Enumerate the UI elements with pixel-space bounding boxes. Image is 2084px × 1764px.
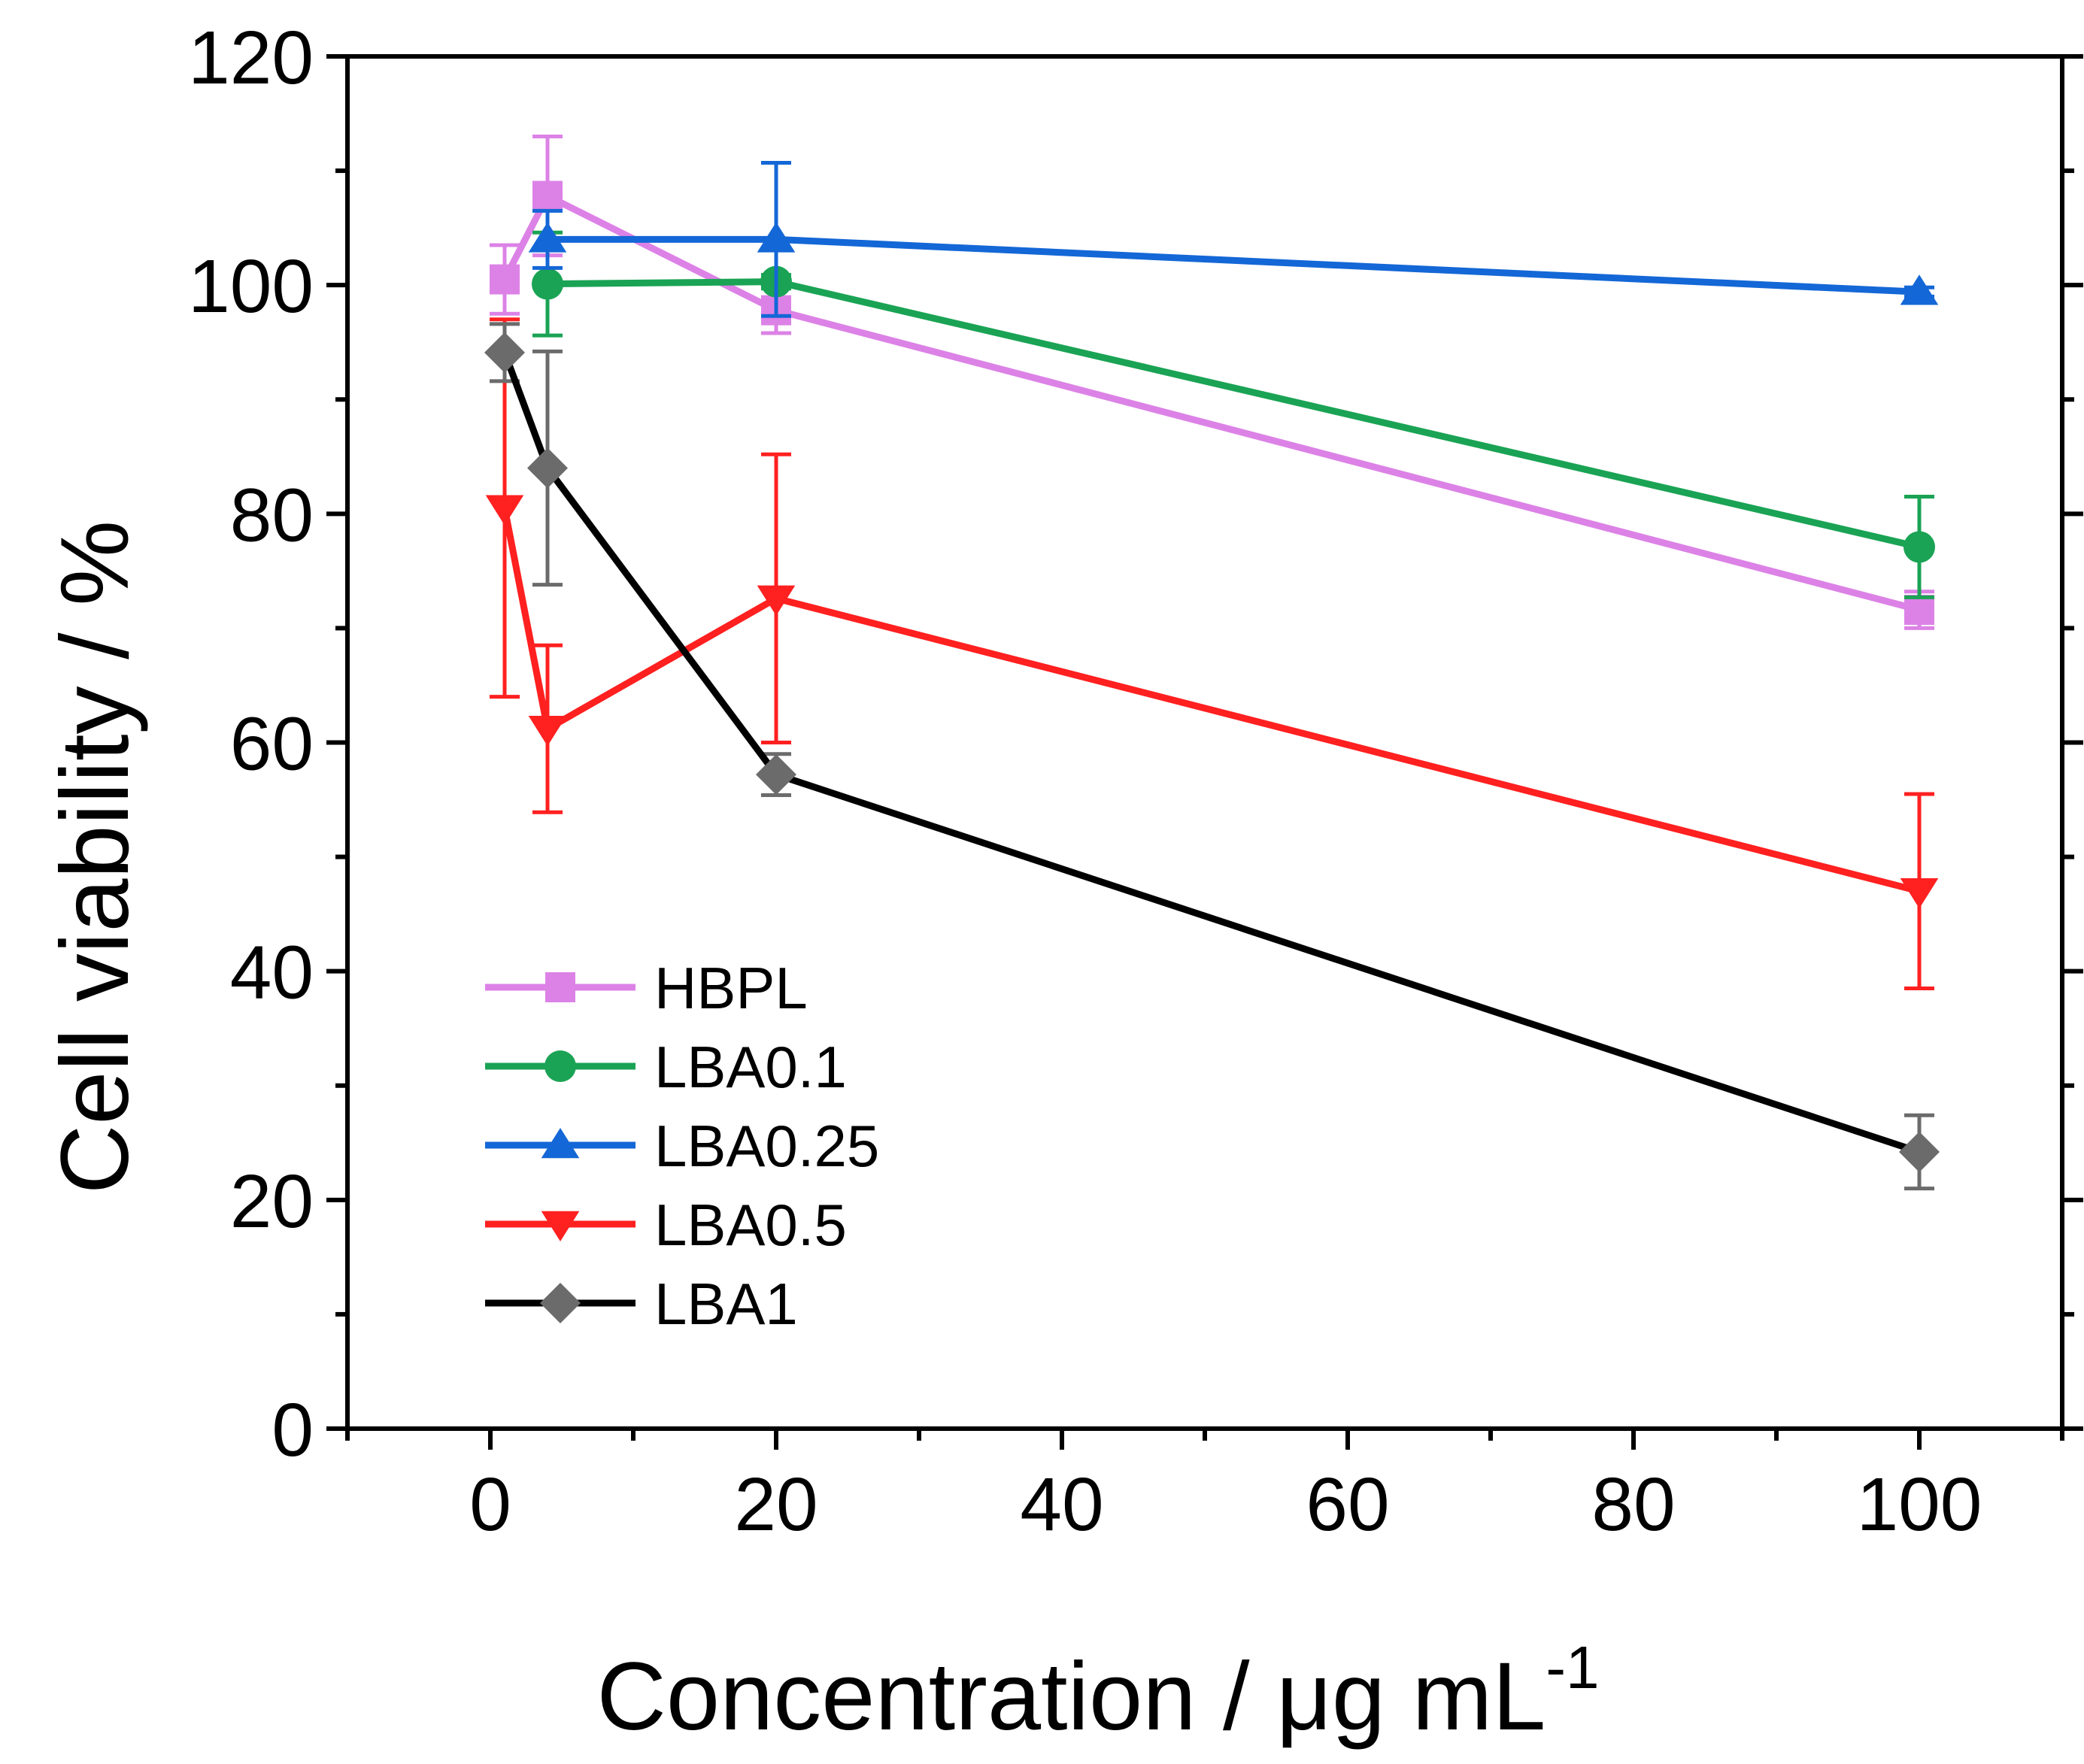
y-tick-label: 60: [230, 702, 314, 787]
legend-item: LBA0.5: [485, 1192, 847, 1258]
data-point: [528, 222, 567, 253]
x-axis-title: Concentration / μg mL-1: [596, 1634, 1599, 1750]
legend-label: LBA0.25: [654, 1113, 879, 1179]
x-tick-label: 20: [734, 1462, 818, 1547]
data-point: [1904, 531, 1935, 563]
legend-marker: [545, 972, 575, 1002]
legend: HBPL LBA0.1 LBA0.25 LBA0.5 LBA1: [485, 955, 879, 1337]
y-tick-label: 80: [230, 473, 314, 557]
legend-marker: [545, 1050, 576, 1082]
x-axis-title-superscript: -1: [1546, 1634, 1599, 1701]
data-point: [757, 222, 796, 253]
data-point: [485, 495, 524, 526]
series-lba0-1: [532, 230, 1935, 599]
y-tick-label: 100: [188, 244, 314, 329]
y-axis-title: Cell viability / %: [41, 520, 149, 1194]
legend-marker: [541, 1128, 580, 1159]
data-point: [484, 332, 525, 373]
series-line: [501, 351, 1921, 1156]
x-tick-label: 0: [469, 1462, 511, 1547]
data-point: [1900, 877, 1939, 909]
x-tick-label: 60: [1306, 1462, 1389, 1547]
data-point: [532, 180, 563, 211]
legend-label: LBA1: [654, 1271, 798, 1337]
series-lba0-5: [485, 317, 1939, 990]
y-tick-label: 0: [271, 1388, 314, 1472]
axis-ticks: 0 20 40 60 80 100 120 0 20 40 60 80 100: [188, 16, 2083, 1547]
data-point: [1904, 595, 1934, 626]
y-tick-label: 20: [230, 1159, 314, 1244]
x-tick-label: 80: [1591, 1462, 1675, 1547]
series-line: [501, 507, 1921, 895]
series-line: [501, 192, 1921, 614]
data-point: [757, 585, 796, 616]
legend-marker: [541, 1211, 580, 1241]
data-point: [490, 264, 520, 295]
series-layer: [484, 134, 1940, 1191]
y-tick-label: 40: [230, 931, 314, 1015]
x-tick-label: 100: [1857, 1462, 1982, 1547]
series-line: [547, 278, 1921, 550]
legend-label: HBPL: [654, 955, 808, 1021]
legend-label: LBA0.5: [654, 1192, 847, 1258]
data-point: [1899, 1131, 1940, 1172]
series-lba0-25: [528, 160, 1939, 318]
data-point: [532, 268, 563, 300]
legend-item: LBA0.1: [485, 1034, 847, 1100]
data-point: [756, 754, 796, 796]
y-tick-label: 120: [188, 16, 314, 100]
series-lba1: [484, 322, 1940, 1191]
data-point: [527, 447, 568, 489]
legend-item: LBA1: [485, 1271, 798, 1337]
data-point: [528, 716, 567, 747]
data-point: [1900, 274, 1939, 305]
x-tick-label: 40: [1020, 1462, 1103, 1547]
legend-marker: [540, 1283, 581, 1323]
legend-item: LBA0.25: [485, 1113, 879, 1179]
legend-label: LBA0.1: [654, 1034, 847, 1100]
legend-item: HBPL: [485, 955, 808, 1021]
